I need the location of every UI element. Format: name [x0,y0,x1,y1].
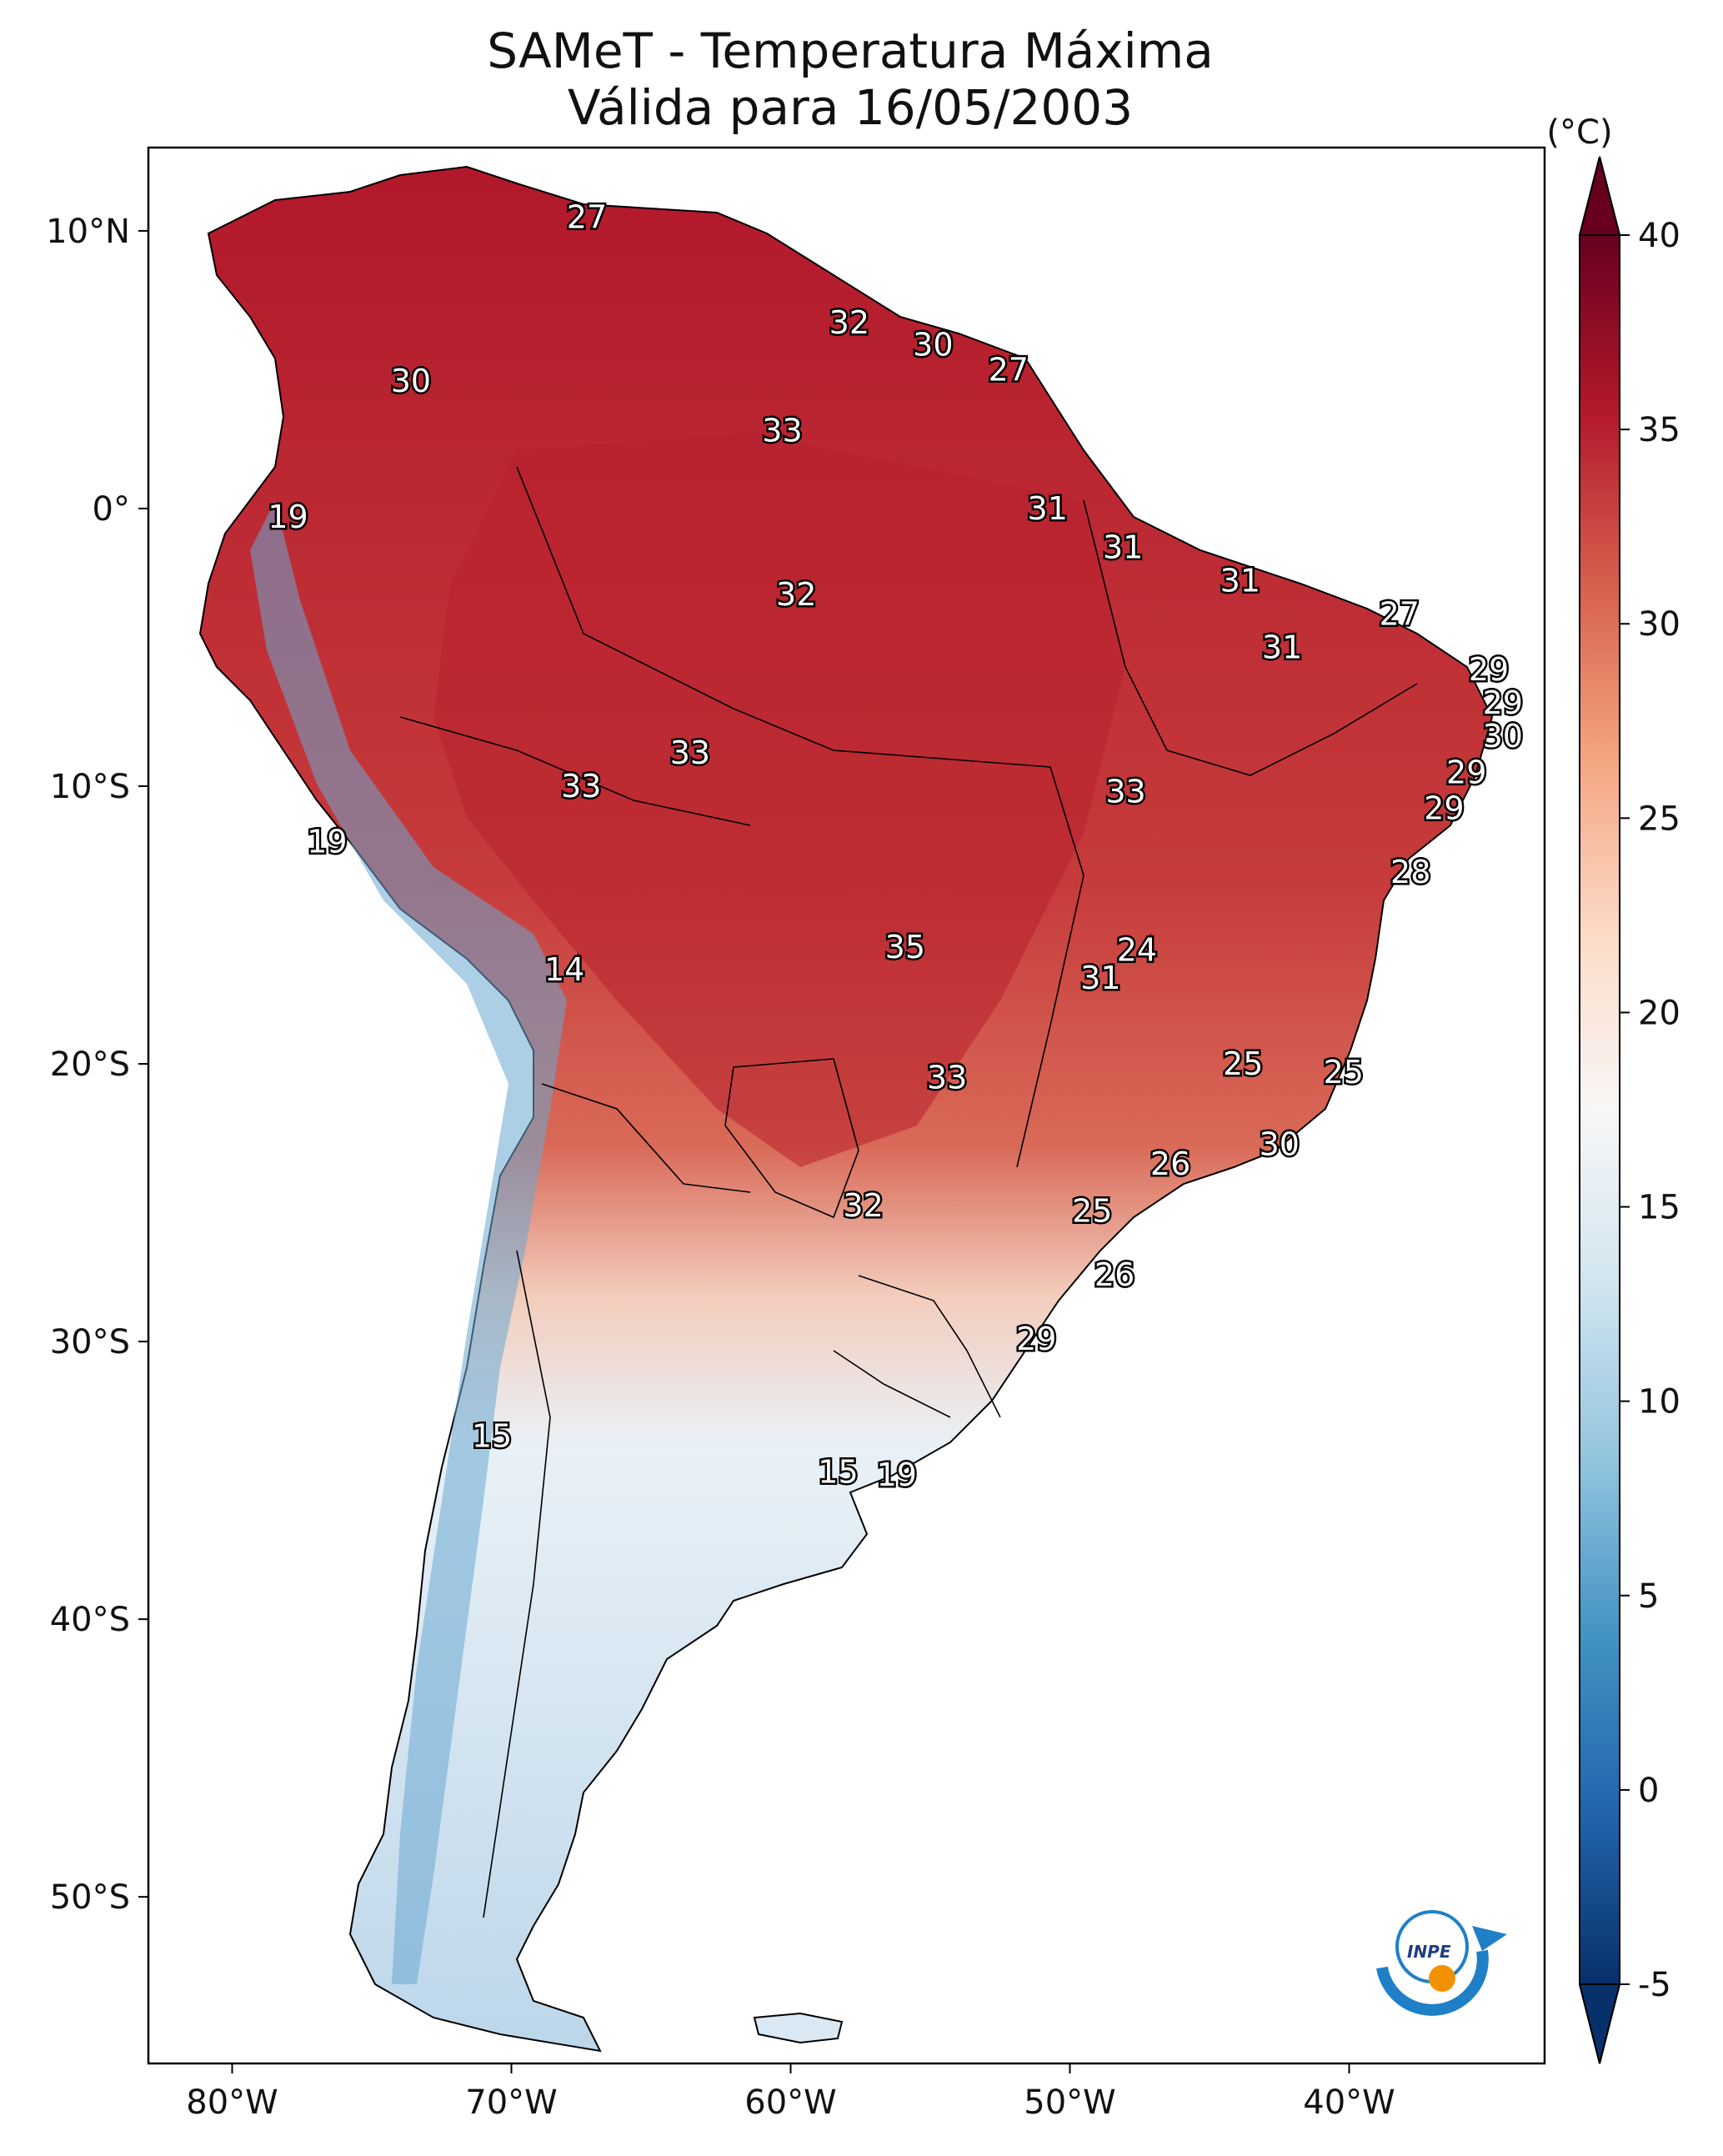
lon-tick-label: 50°W [1024,2083,1115,2122]
colorbar-tick-label: 0 [1638,1772,1659,1810]
temperature-contour-label: 25 [1072,1193,1112,1230]
temperature-contour-label: 33 [1105,774,1145,810]
temperature-contour-label: 32 [829,304,869,341]
temperature-contour-label: 26 [1094,1256,1134,1293]
temperature-contour-label: 33 [927,1060,967,1096]
temperature-contour-label: 19 [268,499,308,535]
map-frame [147,146,1546,2065]
temperature-contour-label: 31 [1220,563,1260,599]
temperature-contour-label: 24 [1117,931,1157,968]
temperature-contour-label: 28 [1390,854,1430,890]
temperature-contour-label: 29 [1446,754,1486,790]
colorbar-tick-label: 30 [1638,605,1680,644]
lat-tick-label: 10°N [46,213,130,251]
temperature-contour-label: 29 [1016,1321,1056,1357]
temperature-contour-label: 15 [818,1454,858,1491]
inpe-logo: INPE [1376,1910,1507,2016]
temperature-contour-label: 35 [885,929,925,965]
temperature-contour-label: 27 [567,198,607,235]
temperature-contour-label: 19 [877,1457,917,1493]
temperature-contour-label: 33 [762,413,802,449]
colorbar-tick-label: 10 [1638,1383,1680,1421]
temperature-contour-label: 29 [1424,790,1464,827]
lat-tick-label: 20°S [50,1045,130,1084]
andes-cool-band [250,500,567,1984]
temperature-contour-label: 25 [1324,1054,1364,1091]
temperature-field [198,165,1494,2053]
colorbar: -5 0 5 10 15 20 25 30 35 40 (°C) [1546,113,1680,2064]
hot-core-region [433,434,1125,1167]
temperature-contour-label: 33 [561,768,601,805]
colorbar-tick-label: 40 [1638,217,1680,255]
temperature-contour-label: 32 [776,576,816,613]
logo-arrow-icon [1472,1926,1507,1951]
temperature-contour-label: 27 [989,351,1029,388]
colorbar-tick-label: 15 [1638,1189,1680,1227]
logo-text: INPE [1407,1942,1451,1962]
temperature-contour-label: 26 [1150,1146,1190,1182]
temperature-contour-label: 31 [1080,960,1120,996]
temperature-contour-label: 27 [1380,596,1420,633]
lat-tick-label: 10°S [50,768,130,806]
lon-tick-label: 60°W [744,2083,836,2122]
temperature-contour-label: 31 [1103,529,1143,566]
lat-tick-label: 30°S [50,1323,130,1361]
lat-tick-label: 0° [93,490,130,529]
temperature-contour-label: 31 [1262,629,1302,665]
temperature-contour-label: 19 [307,824,347,860]
temperature-contour-label: 33 [670,735,710,771]
temperature-contour-label: 30 [1483,718,1523,755]
axis-ticks: 80°W 70°W 60°W 50°W 40°W 10°N 0° 10°S 20°S 30°S 40… [46,213,1395,2122]
temperature-contour-label: 15 [472,1417,512,1454]
temperature-contour-label: 32 [843,1187,883,1224]
lat-tick-label: 40°S [50,1601,130,1639]
logo-dot-icon [1429,1965,1455,1992]
colorbar-tick-label: 20 [1638,994,1680,1032]
map-title-line2: Válida para 16/05/2003 [567,79,1134,136]
temperature-contour-label: 30 [391,363,431,399]
temperature-contour-label: 31 [1028,490,1068,527]
temperature-contour-label: 30 [913,326,953,363]
temperature-contour-label: 14 [544,951,584,988]
colorbar-tick-label: 5 [1638,1577,1659,1616]
temperature-contour-label: 25 [1223,1045,1263,1082]
map-title-line1: SAMeT - Temperatura Máxima [487,23,1214,79]
colorbar-tick-label: -5 [1638,1966,1671,2004]
colorbar-ticks: -5 0 5 10 15 20 25 30 35 40 [1620,217,1680,2004]
falkland-islands [753,2012,844,2044]
temperature-contour-label: 29 [1469,651,1509,688]
colorbar-max-extend [1578,156,1621,236]
colorbar-tick-label: 25 [1638,800,1680,838]
lon-tick-label: 40°W [1303,2083,1395,2122]
colorbar-body [1580,235,1620,1984]
temperature-contour-label: 29 [1483,684,1523,721]
colorbar-tick-label: 35 [1638,411,1680,449]
lon-tick-label: 80°W [186,2083,278,2122]
lon-tick-label: 70°W [465,2083,557,2122]
colorbar-unit-label: (°C) [1546,113,1612,152]
lat-tick-label: 50°S [50,1878,130,1917]
country-borders [399,466,1418,1918]
temperature-contour-label: 30 [1260,1126,1300,1163]
colorbar-min-extend [1578,1983,1621,2064]
logo-arc-icon [1376,1949,1489,2016]
